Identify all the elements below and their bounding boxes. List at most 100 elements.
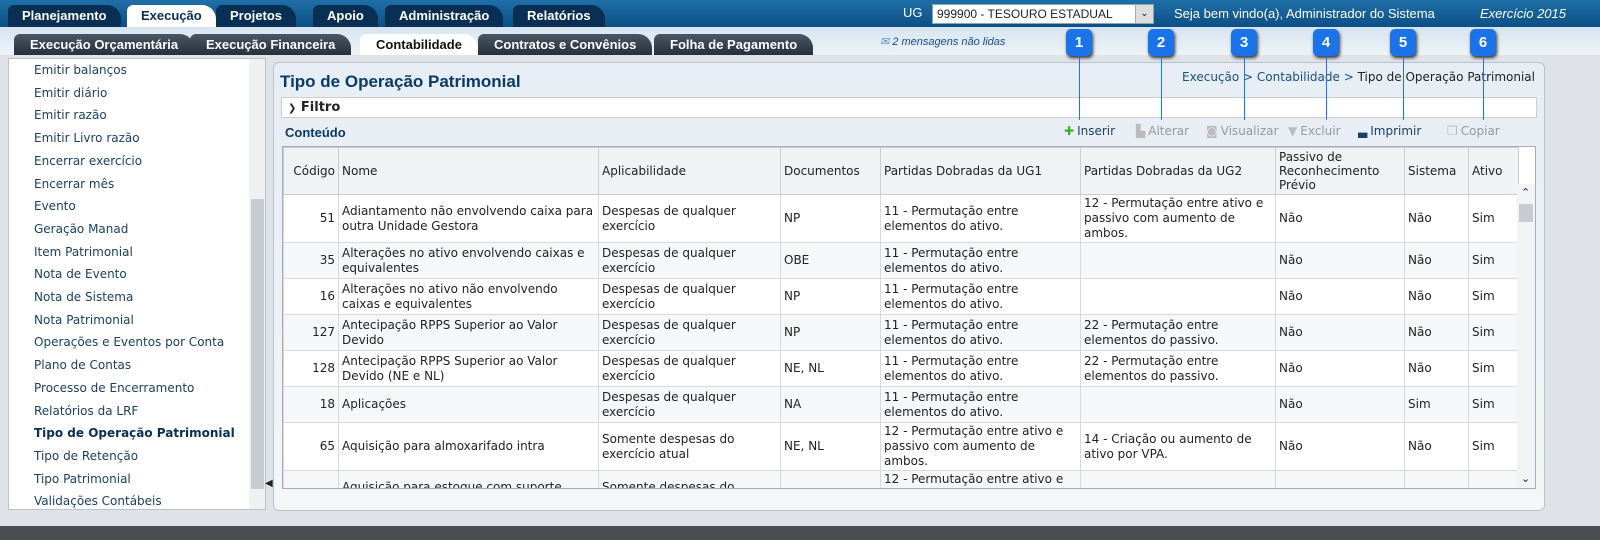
table-row[interactable]: 18 Aplicações Despesas de qualquer exercíc… [283, 386, 1519, 423]
filter-label: Filtro [300, 100, 341, 115]
top-tab-4[interactable]: Administração [385, 5, 504, 27]
top-tab-1[interactable]: Execução [127, 5, 216, 27]
visualizar-button[interactable]: ◙ Visualizar [1206, 124, 1278, 138]
welcome-text: Seja bem vindo(a), Administrador do Sist… [1174, 6, 1435, 21]
table-cell: Despesas de qualquer exercício [598, 314, 781, 351]
table-cell: 11 - Permutação entre elementos do ativo… [880, 242, 1081, 279]
edit-icon: ▙ [1136, 124, 1146, 138]
table-row[interactable]: 51 Adiantamento não envolvendo caixa para… [283, 194, 1519, 243]
content-label: Conteúdo [285, 125, 346, 140]
table-cell: Somente despesas do exercício atual [598, 470, 781, 488]
crumb-contabilidade[interactable]: Contabilidade [1256, 70, 1340, 84]
top-tab-2[interactable]: Projetos [216, 5, 297, 27]
top-tab-5[interactable]: Relatórios [513, 5, 605, 27]
table-cell: Somente despesas do exercício atual [598, 422, 781, 471]
imprimir-button[interactable]: ▃ Imprimir [1358, 124, 1421, 138]
table-cell: 16 [283, 278, 339, 315]
chevron-down-icon[interactable]: ⌄ [1521, 472, 1531, 485]
sidebar-item[interactable]: Emitir balanços [34, 63, 127, 77]
sidebar: Emitir balanços Emitir diário Emitir razão… [8, 58, 266, 510]
table-row[interactable]: 16 Alterações no ativo não envolvendo cai… [283, 278, 1519, 315]
filter-toggle[interactable]: ❯ Filtro [281, 97, 1537, 118]
table-cell: Não [1404, 194, 1469, 243]
sidebar-item[interactable]: Plano de Contas [34, 358, 132, 373]
sidebar-item[interactable]: Nota de Sistema [34, 290, 134, 304]
table-cell: Despesas de qualquer exercício [598, 350, 781, 387]
callout-line [1079, 56, 1080, 120]
column-header[interactable]: Nome [338, 147, 599, 195]
sidebar-scrollbar[interactable] [249, 59, 265, 509]
column-header[interactable]: Passivo de Reconhecimento Prévio [1275, 147, 1405, 195]
table-row[interactable]: 128 Antecipação RPPS Superior ao Valor De… [283, 350, 1519, 387]
sub-tab-0[interactable]: Execução Orçamentária [14, 34, 195, 55]
scroll-thumb[interactable] [1519, 204, 1533, 222]
column-header[interactable]: Código [283, 147, 339, 195]
column-header[interactable]: Partidas Dobradas da UG2 [1080, 147, 1276, 195]
table-cell: Sim [1468, 194, 1519, 243]
table-cell: Sim [1468, 470, 1519, 488]
table-cell: Não [1404, 278, 1469, 315]
chevron-down-icon[interactable]: ⌄ [1135, 5, 1153, 23]
sub-tab-2[interactable]: Contabilidade [360, 34, 478, 55]
column-header[interactable]: Sistema [1404, 147, 1469, 195]
collapse-sidebar-icon[interactable]: ◀ [265, 478, 273, 489]
chevron-right-icon: ❯ [288, 103, 297, 114]
sidebar-item[interactable]: Tipo de Retenção [34, 448, 139, 463]
plus-icon: ✚ [1064, 124, 1075, 138]
table-cell: Não [1275, 314, 1405, 351]
alterar-button[interactable]: ▙ Alterar [1136, 124, 1189, 138]
sidebar-item[interactable]: Validações Contábeis [34, 494, 162, 509]
table-cell: Alterações no ativo envolvendo caixas e … [338, 242, 599, 279]
crumb-execucao[interactable]: Execução [1182, 70, 1240, 84]
table-cell: NP [780, 278, 881, 315]
sidebar-item[interactable]: Relatórios da LRF [34, 403, 139, 418]
sub-nav: Execução Orçamentária Execução Financeira… [0, 27, 1600, 55]
column-header[interactable]: Partidas Dobradas da UG1 [880, 147, 1081, 195]
callout-line [1403, 56, 1404, 120]
sidebar-item[interactable]: Encerrar exercício [34, 153, 143, 168]
table-scrollbar[interactable]: ⌃ ⌄ [1517, 184, 1535, 488]
top-tab-3[interactable]: Apoio [313, 5, 378, 27]
sub-tab-4[interactable]: Folha de Pagamento [654, 34, 814, 55]
sidebar-item[interactable]: Operações e Eventos por Conta [34, 335, 225, 350]
status-bar [0, 526, 1600, 540]
sidebar-item[interactable]: Emitir Livro razão [34, 131, 140, 146]
sub-tab-3[interactable]: Contratos e Convênios [478, 34, 653, 55]
column-header[interactable]: Ativo [1468, 147, 1519, 195]
excluir-button[interactable]: ▼ Excluir [1288, 124, 1341, 138]
table-row[interactable]: 65 Aquisição para almoxarifado intra Somen… [283, 422, 1519, 471]
exercicio-text: Exercício 2015 [1480, 6, 1566, 21]
sidebar-item[interactable]: Emitir diário [34, 85, 108, 100]
top-tab-0[interactable]: Planejamento [8, 5, 121, 27]
messages-link[interactable]: ✉ 2 mensagens não lidas [880, 35, 1005, 48]
sub-tab-1[interactable]: Execução Financeira [190, 34, 352, 55]
scroll-thumb[interactable] [251, 199, 264, 489]
table-row[interactable]: 14Aquisição para estoque com suporte orç… [283, 470, 1519, 488]
sidebar-item[interactable]: Item Patrimonial [34, 244, 133, 259]
copiar-button[interactable]: ❐ Copiar [1447, 124, 1500, 138]
sidebar-item[interactable]: Evento [34, 199, 76, 214]
sidebar-item[interactable]: Encerrar mês [34, 176, 115, 191]
table-cell [1080, 470, 1276, 488]
inserir-button[interactable]: ✚ Inserir [1064, 124, 1115, 138]
table-cell: NP [780, 194, 881, 243]
sidebar-item[interactable]: Tipo Patrimonial [34, 471, 131, 486]
table-cell: NP [780, 314, 881, 351]
chevron-up-icon[interactable]: ⌃ [1521, 186, 1531, 199]
column-header[interactable]: Aplicabilidade [598, 147, 781, 195]
table-row[interactable]: 127 Antecipação RPPS Superior ao Valor De… [283, 314, 1519, 351]
table-row[interactable]: 35 Alterações no ativo envolvendo caixas … [283, 242, 1519, 279]
column-header[interactable]: Documentos [780, 147, 881, 195]
sidebar-item[interactable]: Processo de Encerramento [34, 380, 195, 395]
table-cell [1080, 386, 1276, 423]
callout-badge: 2 [1148, 29, 1174, 56]
sidebar-item[interactable]: Geração Manad [34, 221, 129, 236]
ug-label: UG [903, 5, 923, 20]
sidebar-item[interactable]: Tipo de Operação Patrimonial [34, 426, 235, 441]
ug-select[interactable]: 999900 - TESOURO ESTADUAL ⌄ [932, 4, 1154, 24]
sidebar-item[interactable]: Nota Patrimonial [34, 312, 134, 327]
sidebar-item[interactable]: Nota de Evento [34, 267, 127, 282]
sidebar-item[interactable]: Emitir razão [34, 108, 107, 123]
table-cell: 11 - Permutação entre elementos do ativo… [880, 278, 1081, 315]
table-cell: 11 - Permutação entre elementos do ativo… [880, 350, 1081, 387]
